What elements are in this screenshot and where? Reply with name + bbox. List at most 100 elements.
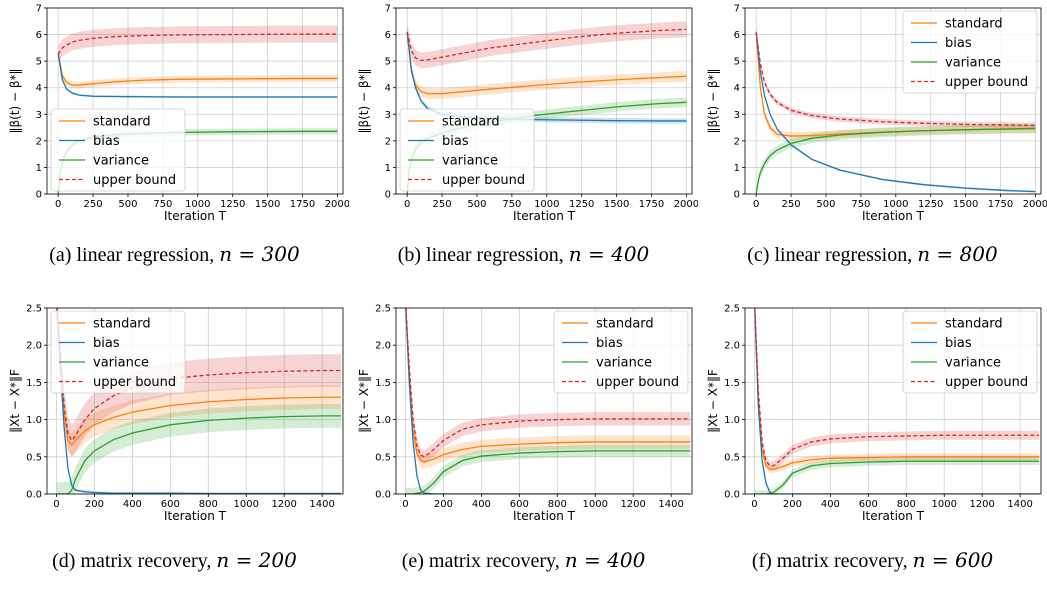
y-tick-label: 4 [385,83,391,94]
y-tick-label: 7 [734,4,740,15]
x-tick-label: 600 [510,499,529,510]
x-tick-label: 1000 [185,199,210,210]
legend-label-bias: bias [596,336,623,351]
legend-label-upper_bound: upper bound [596,375,679,390]
x-tick-label: 1400 [309,499,334,510]
x-tick-label: 600 [161,499,180,510]
band-standard [407,26,687,99]
chart-a: 0 250 500 750 1000 1250 1500 1750 2000 0 1 2 3 4 5 6 7 It… [8,4,349,224]
band-variance [754,457,1040,494]
x-tick-label: 2000 [674,199,698,210]
legend-label-variance: variance [442,154,498,169]
axes-frame [395,7,693,195]
y-axis-label: ‖Xt − X*‖F [8,369,22,433]
x-tick-label: 800 [199,499,218,510]
x-axis-label: Iteration T [862,209,925,223]
chart-e: 0 200 400 600 800 1000 1200 1400 0.0 0.5 1.0 1.5 2.0… [357,304,693,523]
legend: standard bias variance upper bound [902,310,1038,394]
legend-label-upper_bound: upper bound [93,375,176,390]
caption-text: (d) matrix recovery, [52,550,217,572]
chart-c: 0 250 500 750 1000 1250 1500 1750 2000 0 1 2 3 4 5 6 7 It… [706,4,1047,224]
y-tick-label: 2 [385,136,391,147]
y-tick-label: 0 [385,190,391,201]
series-line-upper_bound [57,33,338,55]
panel-f: 0 200 400 600 800 1000 1200 1400 0.0 0.5 1.0 1.5 2.0… [698,300,1047,590]
caption-math: n = 600 [912,548,994,572]
series-line-upper_bound [56,308,342,442]
x-axis-label: Iteration T [164,509,227,523]
y-tick-label: 3 [734,110,740,121]
panel-a: 0 250 500 750 1000 1250 1500 1750 2000 0 1 2 3 4 5 6 7 It… [0,0,349,290]
series-line-upper_bound [754,308,1040,467]
x-tick-label: 200 [434,499,453,510]
legend-label-variance: variance [945,356,1001,371]
x-tick-label: 400 [821,499,840,510]
y-tick-label: 0.0 [724,490,740,501]
caption-text: (e) matrix recovery, [401,550,565,572]
band-variance [56,403,342,494]
x-tick-label: 750 [851,199,870,210]
legend: standard bias variance upper bound [902,10,1038,94]
caption-math: n = 400 [564,548,646,572]
x-tick-label: 1000 [883,199,908,210]
x-tick-label: 1750 [988,199,1013,210]
x-tick-label: 500 [816,199,835,210]
legend: standard bias variance upper bound [399,108,535,192]
x-tick-label: 1250 [569,199,594,210]
band-variance [756,123,1036,194]
y-tick-label: 2.0 [724,341,740,352]
y-tick-label: 0.0 [26,490,42,501]
panel-c: 0 250 500 750 1000 1250 1500 1750 2000 0 1 2 3 4 5 6 7 It… [698,0,1047,290]
y-tick-label: 5 [385,57,391,68]
legend-box [902,310,1038,394]
legend-box [902,10,1038,94]
y-axis-label: ‖β(t) − β*‖ [706,68,720,133]
x-tick-label: 200 [783,499,802,510]
y-tick-label: 1.0 [375,415,391,426]
x-tick-label: 250 [782,199,801,210]
panel-b: 0 250 500 750 1000 1250 1500 1750 2000 0 1 2 3 4 5 6 7 It… [349,0,698,290]
x-tick-label: 1200 [620,499,645,510]
legend-label-bias: bias [93,134,120,149]
axes-frame [744,7,1042,195]
caption-math: n = 400 [568,242,650,266]
y-tick-label: 2 [734,136,740,147]
y-tick-label: 1 [385,163,391,174]
x-tick-label: 400 [472,499,491,510]
x-tick-label: 1000 [583,499,608,510]
legend-box [50,108,186,192]
y-tick-label: 1.5 [724,378,740,389]
y-tick-label: 0.0 [375,490,391,501]
x-tick-label: 0 [402,499,408,510]
caption-math: n = 200 [216,548,297,572]
y-tick-label: 1.5 [375,378,391,389]
x-tick-label: 0 [753,199,759,210]
series-line-upper_bound [755,31,1036,127]
x-tick-label: 2000 [1023,199,1047,210]
legend-label-variance: variance [93,154,149,169]
y-axis-label: ‖Xt − X*‖F [706,369,720,433]
y-axis-label: ‖β(t) − β*‖ [8,68,22,133]
chart-b: 0 250 500 750 1000 1250 1500 1750 2000 0 1 2 3 4 5 6 7 It… [357,4,698,224]
x-axis-label: Iteration T [513,209,576,223]
legend-label-standard: standard [945,17,1003,32]
legend: standard bias variance upper bound [553,310,689,394]
axes-frame [46,7,344,195]
caption-text: (c) linear regression, [747,244,918,266]
caption-text: (f) matrix recovery, [751,550,913,572]
legend-label-upper_bound: upper bound [945,375,1028,390]
caption-f: (f) matrix recovery, n = 600 [698,548,1047,573]
caption-d: (d) matrix recovery, n = 200 [0,548,349,573]
x-tick-label: 1200 [271,499,296,510]
x-axis-label: Iteration T [862,509,925,523]
plot-area [755,27,1036,194]
y-tick-label: 5 [36,57,42,68]
legend-label-standard: standard [596,317,654,332]
x-tick-label: 1000 [932,499,957,510]
x-tick-label: 0 [53,499,59,510]
plot-area [56,308,342,494]
y-tick-label: 3 [385,110,391,121]
y-tick-label: 7 [36,4,42,15]
y-tick-label: 0.5 [26,452,42,463]
y-tick-label: 2.5 [724,304,740,315]
